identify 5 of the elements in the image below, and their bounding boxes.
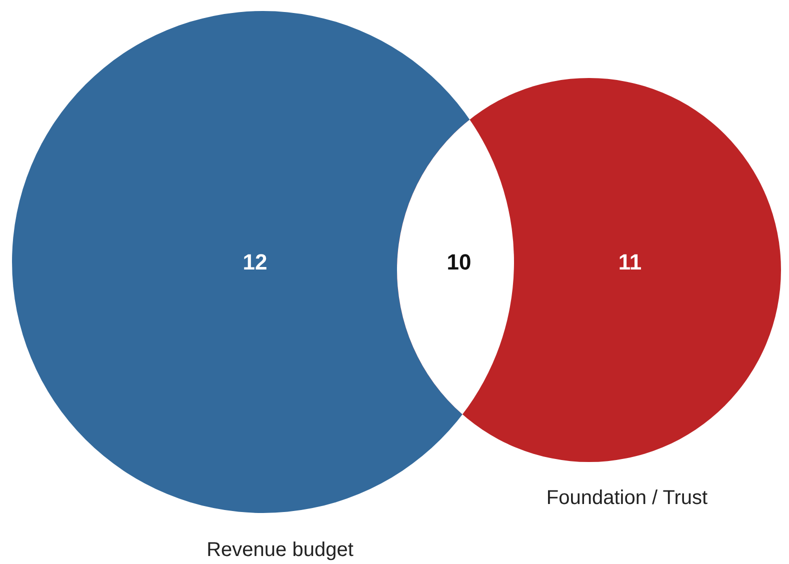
category-label: Foundation / Trust	[546, 487, 708, 509]
text: 10	[446, 250, 472, 275]
data-label: 12	[242, 250, 268, 275]
category-label: Revenue budget	[206, 539, 354, 561]
data-label: 11	[618, 250, 642, 275]
